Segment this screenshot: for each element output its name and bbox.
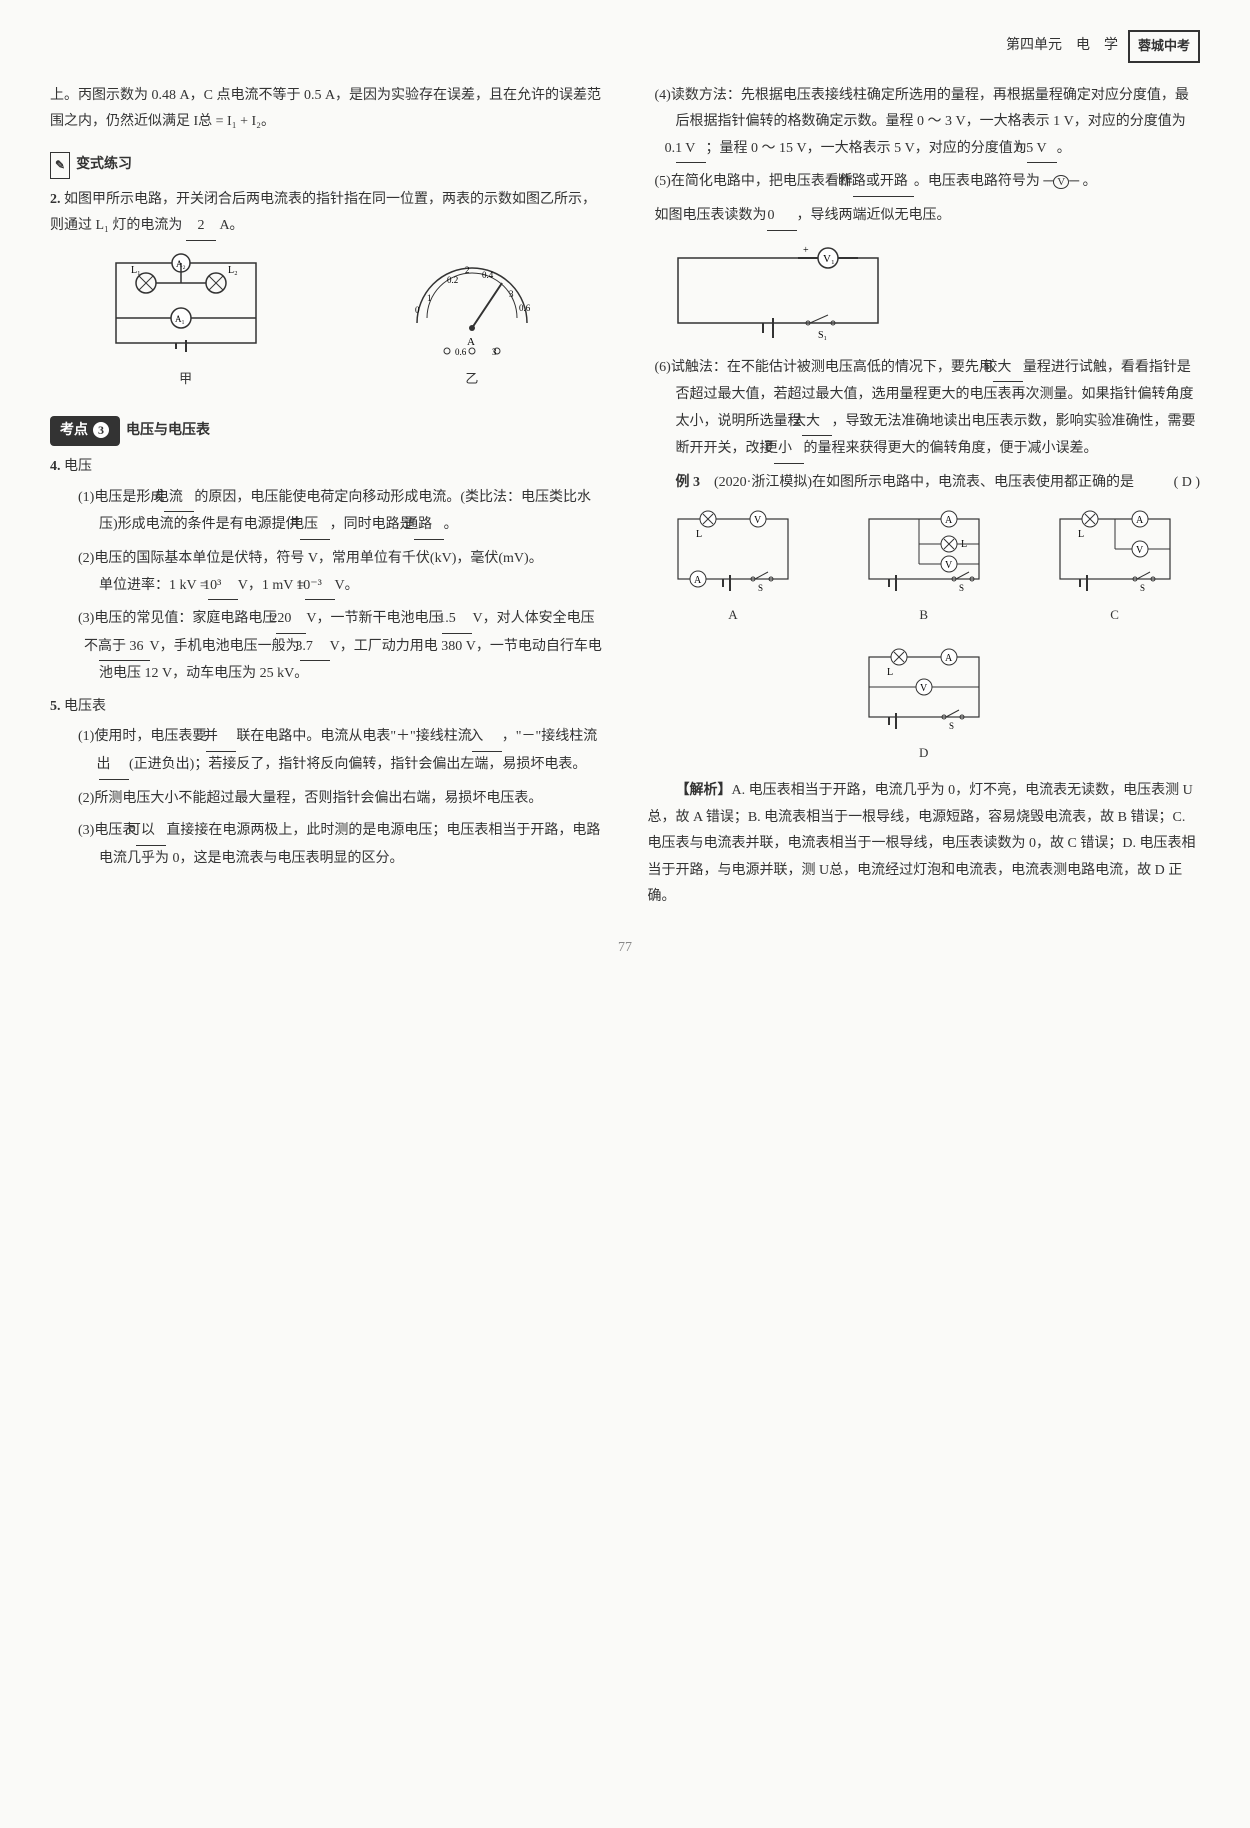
ammeter-yi-wrap: 0 0.2 0.4 0.6 1 2 3 A 0.6 3 乙 (397, 253, 547, 392)
svg-text:0.6: 0.6 (519, 303, 531, 313)
left-column: 上。丙图示数为 0.48 A，C 点电流不等于 0.5 A，是因为实验存在误差，… (50, 83, 603, 915)
r-6: (6)试触法：在不能估计被测电压高低的情况下，要先用较大量程进行试触，看看指针是… (648, 355, 1201, 464)
svg-text:V: V (920, 683, 928, 694)
s5-heading: 5. 电压表 (50, 694, 603, 721)
pencil-icon: ✎ (50, 152, 70, 179)
svg-text:L₁: L₁ (131, 265, 141, 276)
q2-blank: 2 (186, 213, 216, 241)
svg-text:+: + (803, 245, 809, 256)
svg-text:S: S (949, 721, 954, 731)
page-header: 第四单元 电 学 蓉城中考 (50, 30, 1200, 63)
jiexi-text: A. 电压表相当于开路，电流几乎为 0，灯不亮，电流表无读数，电压表测 U总，故… (648, 783, 1196, 904)
s5-1: (1)使用时，电压表要并联在电路中。电流从电表"＋"接线柱流入，"－"接线柱流出… (71, 724, 603, 779)
svg-text:A: A (945, 653, 953, 664)
q2-number: 2. (50, 192, 64, 207)
circuit-jia-wrap: L₁ L₂ A₂ A₁ 甲 (106, 253, 266, 392)
q2-diagrams: L₁ L₂ A₂ A₁ 甲 (50, 253, 603, 392)
svg-text:L₂: L₂ (228, 265, 238, 276)
option-d-wrap: L A V S D (859, 647, 989, 766)
kaodian-title: 电压与电压表 (126, 418, 210, 445)
q2-unit: A。 (219, 218, 243, 233)
ex3-answer: ( D ) (1146, 470, 1200, 497)
svg-text:S: S (959, 583, 964, 593)
r-5b: 如图电压表读数为0，导线两端近似无电压。 (648, 203, 1201, 231)
brand-logo: 蓉城中考 (1128, 30, 1200, 63)
s5-2: (2)所测电压大小不能超过最大量程，否则指针会偏出右端，易损坏电压表。 (71, 786, 603, 813)
circuit-a: L V S A (668, 509, 798, 599)
r-5a: (5)在简化电路中，把电压表看作断路或开路。电压表电路符号为 ─V─ 。 (648, 169, 1201, 197)
ex3-q: 在如图所示电路中，电流表、电压表使用都正确的是 (812, 475, 1134, 490)
circuit-v-diagram: V₁ + S₁ (648, 243, 1201, 343)
ex3-label: 例 3 (676, 475, 701, 490)
svg-text:S: S (758, 583, 763, 593)
option-b-wrap: A L V S B (859, 509, 989, 628)
svg-text:L: L (1078, 529, 1084, 540)
jiexi-label: 【解析】 (676, 783, 732, 798)
option-a-wrap: L V S A A (668, 509, 798, 628)
svg-text:V: V (1136, 545, 1144, 556)
example-3: 例 3 (2020·浙江模拟)在如图所示电路中，电流表、电压表使用都正确的是 (… (648, 470, 1201, 497)
svg-text:A: A (467, 336, 475, 348)
jiexi: 【解析】A. 电压表相当于开路，电流几乎为 0，灯不亮，电流表无读数，电压表测 … (648, 778, 1201, 911)
s4-heading: 4. 电压 (50, 454, 603, 481)
unit-label: 第四单元 电 学 (1006, 33, 1118, 60)
svg-text:V: V (754, 515, 762, 526)
question-2: 2. 如图甲所示电路，开关闭合后两电流表的指针指在同一位置，两表的示数如图乙所示… (50, 187, 603, 241)
svg-text:1: 1 (427, 293, 432, 303)
svg-text:0.6: 0.6 (455, 347, 467, 357)
bianshi-title: 变式练习 (76, 152, 132, 179)
label-jia: 甲 (106, 367, 266, 392)
ex3-src: (2020·浙江模拟) (714, 475, 812, 490)
intro-paragraph: 上。丙图示数为 0.48 A，C 点电流不等于 0.5 A，是因为实验存在误差，… (50, 83, 603, 136)
circuit-d: L A V S (859, 647, 989, 737)
svg-text:2: 2 (465, 265, 470, 275)
option-c-wrap: L A V S C (1050, 509, 1180, 628)
ex3-options: L V S A A A L V (648, 509, 1201, 766)
svg-text:0.2: 0.2 (447, 275, 458, 285)
svg-text:S₁: S₁ (818, 330, 827, 341)
q2-text: 如图甲所示电路，开关闭合后两电流表的指针指在同一位置，两表的示数如图乙所示，则通… (50, 192, 596, 234)
circuit-jia-svg: L₁ L₂ A₂ A₁ (106, 253, 266, 363)
svg-text:A: A (694, 575, 702, 586)
svg-text:A₁: A₁ (175, 314, 185, 324)
svg-text:A: A (1136, 515, 1144, 526)
svg-text:V₁: V₁ (823, 253, 835, 265)
circuit-b: A L V S (859, 509, 989, 599)
s4-3: (3)电压的常见值：家庭电路电压220V，一节新干电池电压1.5V，对人体安全电… (71, 606, 603, 688)
two-column-layout: 上。丙图示数为 0.48 A，C 点电流不等于 0.5 A，是因为实验存在误差，… (50, 83, 1200, 915)
svg-text:L: L (696, 529, 702, 540)
s4-1: (1)电压是形成电流的原因，电压能使电荷定向移动形成电流。(类比法：电压类比水压… (71, 485, 603, 540)
circuit-c: L A V S (1050, 509, 1180, 599)
s5-3: (3)电压表可以直接接在电源两极上，此时测的是电源电压；电压表相当于开路，电路电… (71, 818, 603, 872)
ammeter-yi-svg: 0 0.2 0.4 0.6 1 2 3 A 0.6 3 (397, 253, 547, 363)
kaodian-badge: 考点3 (50, 416, 120, 447)
page-number: 77 (50, 935, 1200, 962)
svg-text:0.4: 0.4 (482, 270, 494, 280)
right-column: (4)读数方法：先根据电压表接线柱确定所选用的量程，再根据量程确定对应分度值，最… (648, 83, 1201, 915)
svg-text:3: 3 (509, 289, 514, 299)
r-4: (4)读数方法：先根据电压表接线柱确定所选用的量程，再根据量程确定对应分度值，最… (648, 83, 1201, 164)
svg-text:3: 3 (492, 347, 497, 357)
svg-text:S: S (1140, 583, 1145, 593)
label-yi: 乙 (397, 367, 547, 392)
svg-text:V: V (945, 560, 953, 571)
svg-text:0: 0 (415, 305, 420, 315)
svg-text:A: A (945, 515, 953, 526)
kaodian-heading: 考点3 电压与电压表 (50, 416, 210, 447)
svg-text:L: L (887, 667, 893, 678)
s4-2: (2)电压的国际基本单位是伏特，符号 V，常用单位有千伏(kV)，毫伏(mV)。… (71, 546, 603, 600)
bianshi-heading: ✎ 变式练习 (50, 152, 132, 179)
